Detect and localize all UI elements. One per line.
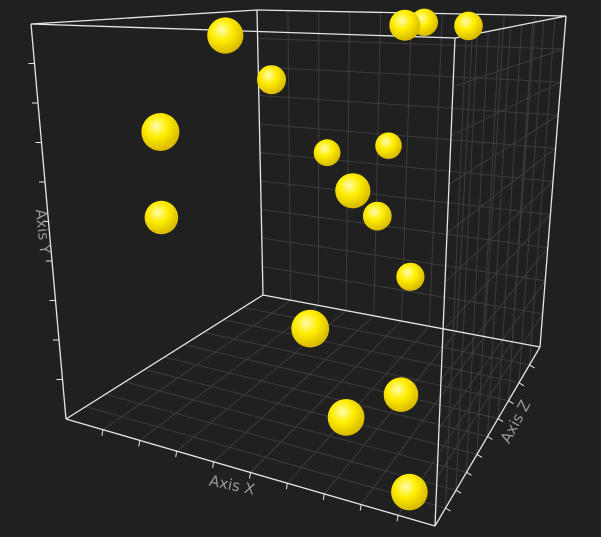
grid-line [323, 331, 458, 495]
data-point[interactable] [396, 262, 425, 291]
data-points [141, 8, 483, 511]
grid-line [203, 331, 509, 402]
grid-line [223, 319, 520, 384]
x-tick [249, 472, 251, 479]
x-tick [138, 440, 141, 447]
frame-edge [30, 23, 456, 39]
data-point[interactable] [207, 17, 244, 54]
grid-line [452, 48, 564, 88]
grid-line [259, 152, 554, 182]
grid-line [518, 20, 545, 383]
y-axis-title: Axis Y [32, 208, 55, 256]
data-point[interactable] [375, 132, 402, 159]
z-tick [455, 489, 462, 494]
grid-line [444, 181, 554, 283]
grid-line [448, 114, 559, 185]
grid-line [259, 123, 556, 149]
data-point[interactable] [335, 173, 371, 209]
z-tick [529, 364, 535, 369]
data-point[interactable] [391, 473, 428, 511]
z-tick [466, 471, 472, 476]
frame-edge [262, 294, 541, 348]
x-tick [285, 483, 288, 490]
frame-edge [65, 294, 264, 420]
grid-line [243, 306, 530, 366]
x-tick [322, 493, 325, 500]
grid-line [450, 81, 562, 137]
x-tick [101, 429, 104, 436]
frame-edge [434, 37, 456, 527]
grid-lines [85, 10, 564, 516]
data-point[interactable] [383, 377, 419, 413]
grid-line [184, 344, 499, 420]
frame-edge [256, 9, 264, 296]
grid-line [164, 356, 488, 437]
x-tick [396, 515, 399, 522]
grid-line [456, 14, 474, 332]
data-point[interactable] [291, 309, 330, 348]
data-point[interactable] [389, 9, 421, 41]
frame-edge [539, 15, 567, 348]
data-point[interactable] [313, 139, 341, 167]
x-tick [212, 461, 215, 468]
z-tick [487, 436, 493, 440]
data-point[interactable] [257, 65, 286, 95]
frame-edge [30, 9, 258, 25]
data-point[interactable] [454, 11, 483, 41]
x-axis-title: Axis X [208, 472, 257, 499]
grid-line [428, 13, 443, 327]
x-tick [175, 451, 178, 458]
grid-line [497, 24, 523, 419]
z-tick [508, 400, 514, 405]
grid-line [258, 66, 561, 83]
z-tick [518, 382, 525, 387]
grid-line [258, 95, 559, 116]
grid-line [446, 148, 556, 234]
x-tick [359, 504, 362, 511]
data-point[interactable] [362, 201, 392, 231]
z-tick [445, 507, 451, 512]
grid-line [257, 38, 564, 50]
grid-line [484, 14, 505, 337]
grid-line [360, 336, 486, 505]
data-point[interactable] [144, 200, 179, 235]
grid-line [529, 18, 556, 365]
plot-frame [28, 9, 567, 527]
z-tick [476, 453, 483, 458]
grid-line [511, 15, 536, 342]
data-point[interactable] [141, 113, 180, 151]
z-tick [497, 418, 504, 423]
data-point[interactable] [327, 399, 365, 436]
